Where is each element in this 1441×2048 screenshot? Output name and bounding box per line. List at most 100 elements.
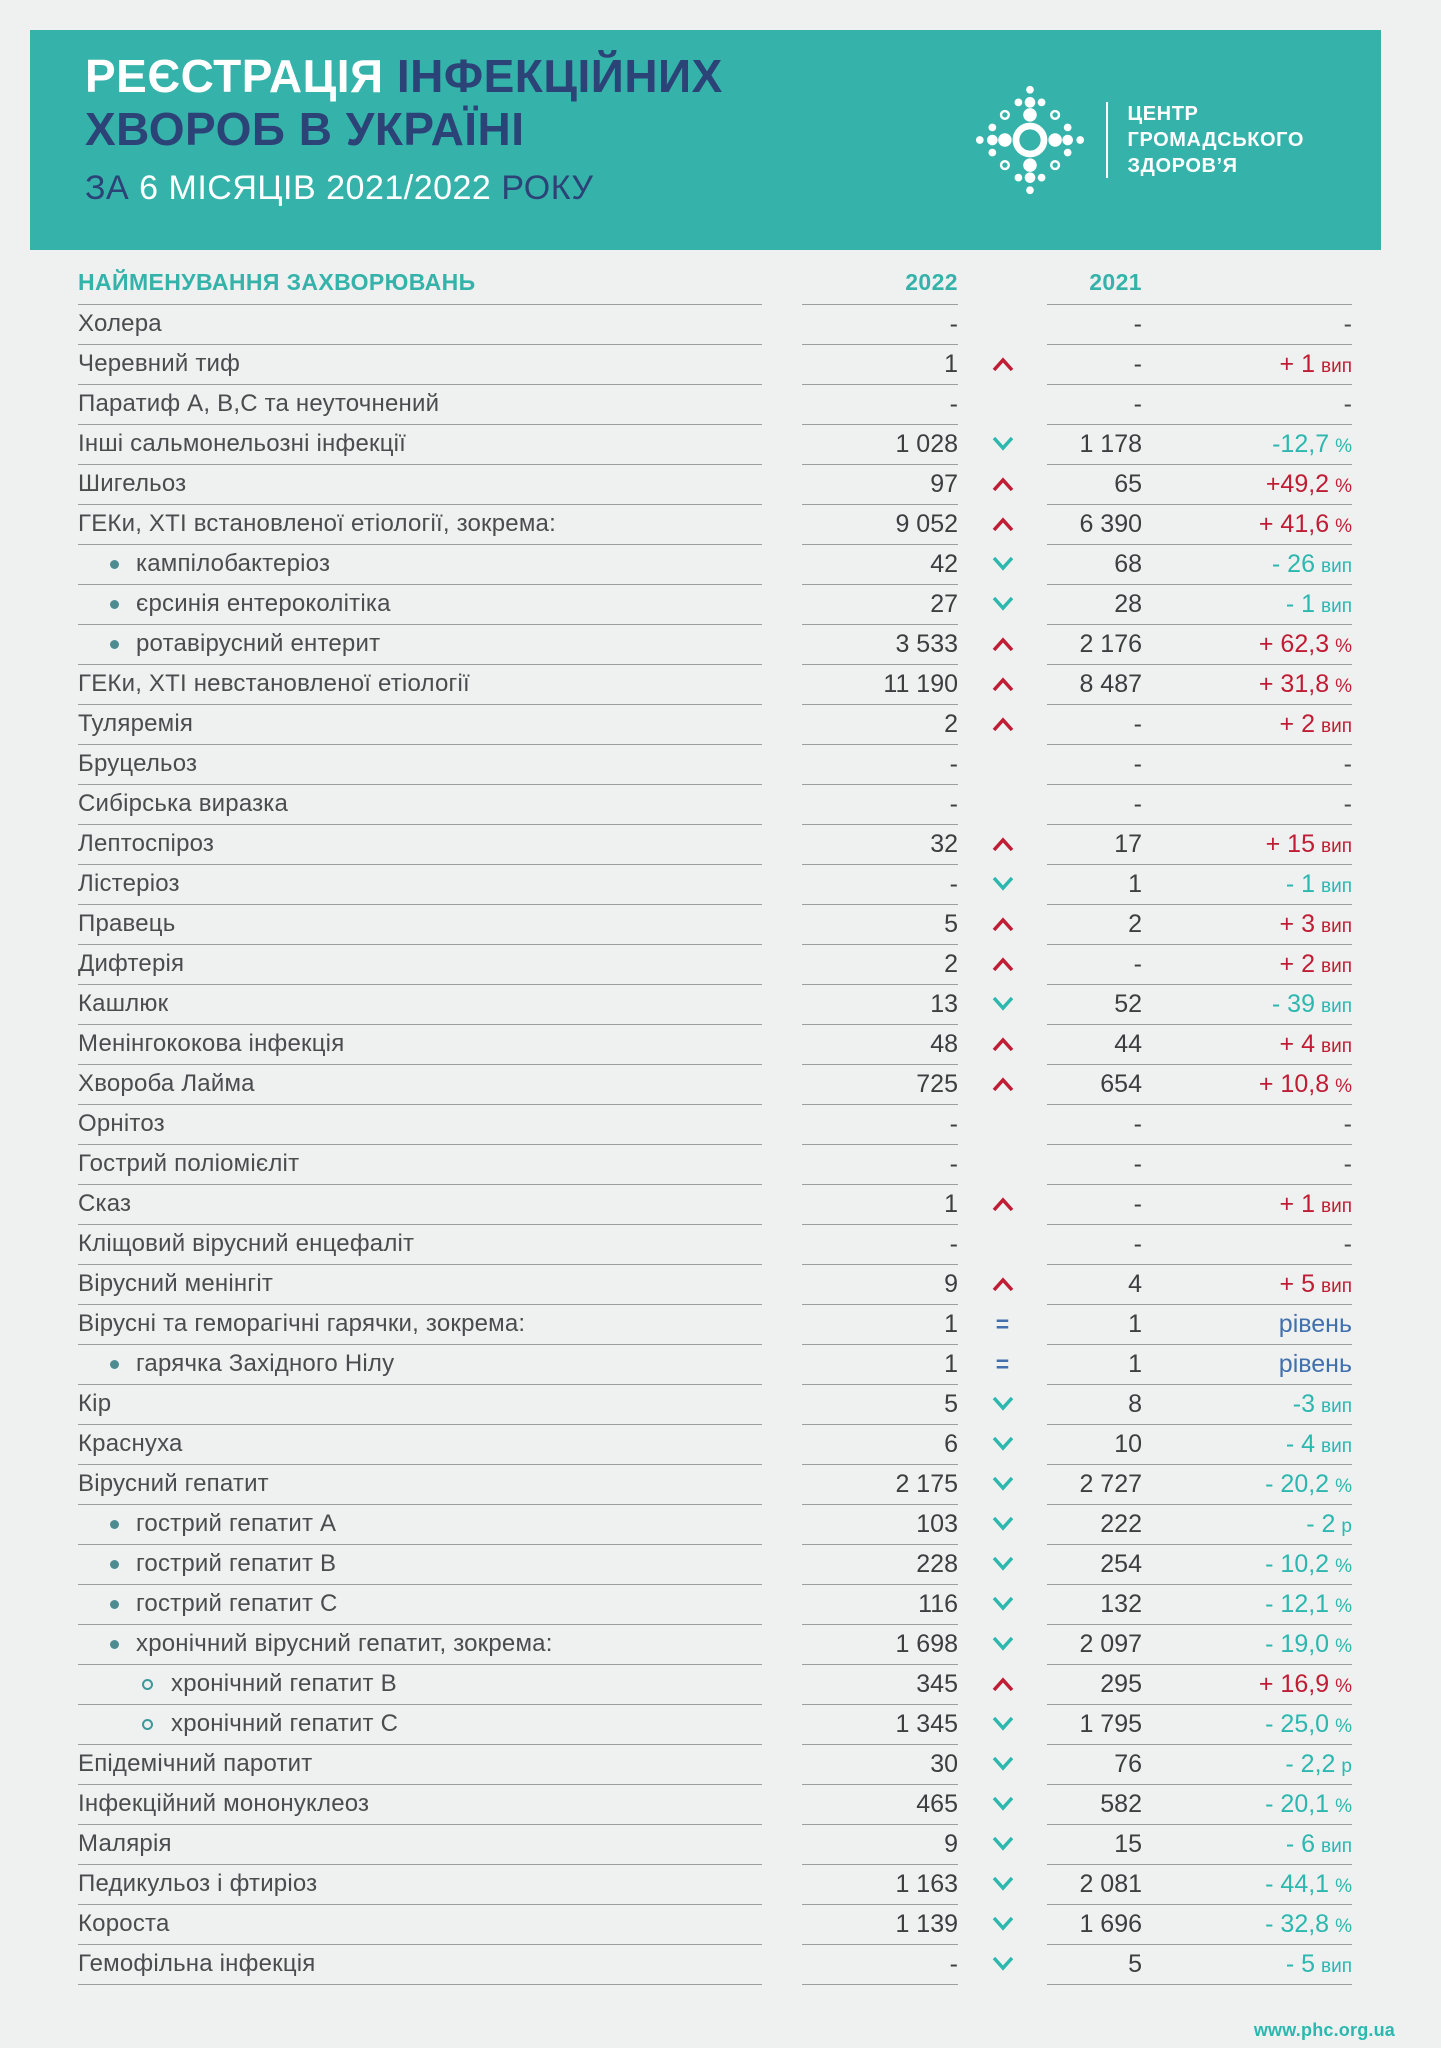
value-2021: 76 [1114, 1749, 1142, 1778]
trend-arrow-cell [958, 784, 1047, 824]
title-word-registration: РЕЄСТРАЦІЯ [85, 50, 384, 102]
chevron-up-icon [992, 677, 1013, 692]
change-unit: % [1335, 675, 1352, 697]
change-unit: % [1335, 1675, 1352, 1697]
value-2021: - [1133, 749, 1142, 778]
table-row: Малярія 9 15 - 6 вип [78, 1824, 1352, 1865]
table-row: Вірусний менінгіт 9 4 + 5 вип [78, 1264, 1352, 1305]
value-2021-cell: - - [1047, 784, 1352, 825]
table-row: хронічний гепатит В 345 295 + 16,9% [78, 1664, 1352, 1705]
trend-arrow-cell [958, 1744, 1047, 1784]
chevron-up-icon [992, 357, 1013, 372]
disease-name: ГЕКи, ХТІ невстановленої етіології [78, 670, 470, 697]
change-unit: % [1335, 475, 1352, 497]
disease-name: Дифтерія [78, 950, 185, 977]
value-2022: - [802, 1944, 958, 1985]
value-2021-cell: 2 + 3 вип [1047, 904, 1352, 945]
change-unit: вип [1321, 875, 1352, 897]
table-row: Лістеріоз - 1 - 1 вип [78, 864, 1352, 905]
value-2021-cell: 2 727 - 20,2% [1047, 1464, 1352, 1505]
table-row: Правець 5 2 + 3 вип [78, 904, 1352, 945]
disease-name-cell: Педикульоз і фтиріоз [78, 1864, 762, 1905]
trend-arrow-cell [958, 864, 1047, 904]
change-unit: вип [1321, 595, 1352, 617]
value-2021: 65 [1114, 469, 1142, 498]
value-2021: 8 [1128, 1389, 1142, 1418]
trend-arrow-cell [958, 1464, 1047, 1504]
change-value: + 5 вип [1279, 1269, 1352, 1298]
disease-name: Краснуха [78, 1430, 183, 1457]
value-2022: 6 [802, 1424, 958, 1465]
change-unit: % [1335, 435, 1352, 457]
bullet-icon [110, 1359, 119, 1369]
disease-name: Кашлюк [78, 990, 169, 1017]
disease-name-cell: Гострий поліомієліт [78, 1144, 762, 1185]
disease-name: Лістеріоз [78, 870, 180, 897]
change-unit: вип [1321, 1395, 1352, 1417]
value-2022: 1 [802, 1184, 958, 1225]
value-2021: 654 [1100, 1069, 1142, 1098]
trend-arrow-cell [958, 464, 1047, 504]
change-value: - 1 вип [1285, 589, 1352, 618]
table-row: Сибірська виразка - - - [78, 784, 1352, 825]
value-2021-cell: 1 - 1 вип [1047, 864, 1352, 905]
disease-name-cell: гарячка Західного Нілу [78, 1344, 762, 1385]
change-value: - 39 вип [1271, 989, 1352, 1018]
value-2021: 2 727 [1079, 1469, 1142, 1498]
chevron-down-icon [992, 1596, 1013, 1611]
table-row: Лептоспіроз 32 17 + 15 вип [78, 824, 1352, 865]
value-2021-cell: 4 + 5 вип [1047, 1264, 1352, 1305]
page-title-line2: ХВОРОБ В УКРАЇНІ [85, 103, 525, 155]
bullet-icon [142, 1718, 153, 1730]
trend-arrow-cell [958, 1504, 1047, 1544]
table-row: Епідемічний паротит 30 76 - 2,2 р [78, 1744, 1352, 1785]
bullet-icon [110, 1519, 119, 1529]
change-unit: % [1335, 635, 1352, 657]
change-value: - 32,8% [1265, 1909, 1352, 1938]
table-row: Дифтерія 2 - + 2 вип [78, 944, 1352, 985]
change-unit: % [1335, 1555, 1352, 1577]
change-unit: вип [1321, 715, 1352, 737]
change-value: + 62,3% [1258, 629, 1352, 658]
table-row: Гострий поліомієліт - - - [78, 1144, 1352, 1185]
disease-name: Інфекційний мононуклеоз [78, 1790, 370, 1817]
disease-name-cell: Черевний тиф [78, 344, 762, 385]
trend-arrow-cell [958, 1664, 1047, 1704]
trend-arrow-cell [958, 504, 1047, 544]
value-2021-cell: - - [1047, 744, 1352, 785]
value-2022: - [802, 384, 958, 425]
chevron-up-icon [992, 1677, 1013, 1692]
table-row: Бруцельоз - - - [78, 744, 1352, 785]
value-2022: 116 [802, 1584, 958, 1625]
table-row: Гемофільна інфекція - 5 - 5 вип [78, 1944, 1352, 1985]
disease-name-cell: Менінгококова інфекція [78, 1024, 762, 1065]
value-2021: 1 [1128, 1349, 1142, 1378]
value-2021: 52 [1114, 989, 1142, 1018]
change-value: + 31,8% [1258, 669, 1352, 698]
disease-name-cell: Паратиф А, В,С та неуточнений [78, 384, 762, 425]
change-unit: вип [1321, 995, 1352, 1017]
disease-name: Сибірська виразка [78, 790, 289, 817]
value-2021-cell: 6 390 + 41,6% [1047, 504, 1352, 545]
column-header-name: НАЙМЕНУВАННЯ ЗАХВОРЮВАНЬ [78, 260, 762, 305]
table-row: Інші сальмонельозні інфекції 1 028 1 178… [78, 424, 1352, 465]
disease-name-cell: Сказ [78, 1184, 762, 1225]
trend-arrow-cell [958, 304, 1047, 344]
page-subtitle: ЗА 6 МІСЯЦІВ 2021/2022 РОКУ [85, 169, 723, 208]
disease-name-cell: Інфекційний мононуклеоз [78, 1784, 762, 1825]
chevron-down-icon [992, 1716, 1013, 1731]
value-2021: 222 [1100, 1509, 1142, 1538]
disease-name: Шигельоз [78, 470, 187, 497]
disease-name-cell: Кліщовий вірусний енцефаліт [78, 1224, 762, 1265]
trend-arrow-cell [958, 744, 1047, 784]
table-row: Кір 5 8 -3 вип [78, 1384, 1352, 1425]
change-value: - [1343, 1229, 1352, 1258]
disease-name-cell: Епідемічний паротит [78, 1744, 762, 1785]
value-2022: 9 052 [802, 504, 958, 545]
chevron-up-icon [992, 1277, 1013, 1292]
website-link[interactable]: www.phc.org.ua [1253, 2020, 1395, 2040]
change-unit: вип [1321, 1955, 1352, 1977]
value-2022: - [802, 784, 958, 825]
